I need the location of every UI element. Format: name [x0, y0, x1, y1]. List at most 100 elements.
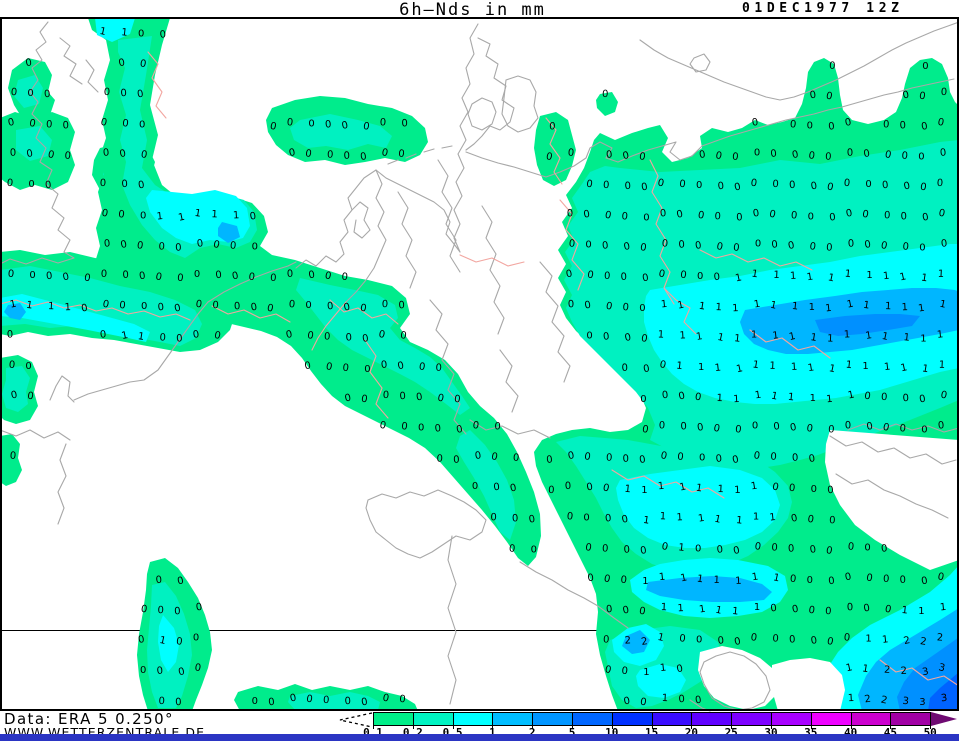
precipitation-value: 0	[697, 210, 705, 222]
precipitation-value: 1	[732, 303, 739, 314]
precipitation-value: 0	[140, 665, 146, 676]
precipitation-value: 1	[884, 361, 891, 373]
precipitation-value: 1	[698, 301, 706, 313]
precipitation-value: 0	[177, 666, 186, 678]
coastline	[0, 21, 99, 265]
precipitation-value: 1	[716, 332, 725, 344]
precipitation-value: 0	[715, 241, 724, 253]
precipitation-value: 0	[696, 422, 704, 434]
precipitation-value: 0	[713, 272, 720, 284]
precipitation-value: 0	[343, 151, 350, 162]
precipitation-value: 1	[772, 330, 779, 342]
precipitation-value: 0	[6, 178, 13, 190]
precipitation-value: 0	[566, 511, 573, 523]
precipitation-value: 0	[735, 424, 742, 436]
precipitation-value: 0	[676, 663, 685, 675]
precipitation-value: 0	[733, 242, 740, 254]
precipitation-value: 1	[846, 299, 855, 311]
precipitation-value: 0	[754, 148, 760, 159]
precipitation-value: 0	[324, 331, 331, 342]
precipitation-value: 0	[494, 421, 501, 432]
precipitation-value: 0	[864, 543, 870, 554]
precipitation-value: 0	[304, 148, 312, 160]
precipitation-value: 1	[658, 572, 665, 584]
precipitation-value: 0	[899, 423, 906, 435]
precipitation-value: 0	[44, 89, 51, 101]
precipitation-region	[456, 430, 516, 540]
precipitation-value: 0	[825, 606, 832, 617]
precipitation-value: 1	[918, 303, 926, 315]
precipitation-value: 0	[360, 151, 368, 163]
region-border	[329, 299, 399, 419]
precipitation-value: 0	[7, 269, 14, 281]
precipitation-value: 1	[806, 271, 814, 283]
precipitation-value: 1	[791, 362, 798, 373]
precipitation-value: 0	[567, 208, 574, 219]
precipitation-value: 0	[157, 605, 164, 616]
precipitation-value: 0	[472, 481, 478, 492]
precipitation-value: 0	[639, 454, 647, 466]
precipitation-value: 0	[327, 301, 334, 313]
precipitation-value: 0	[624, 332, 633, 344]
precipitation-value: 0	[474, 450, 482, 462]
precipitation-value: 0	[699, 453, 705, 464]
precipitation-value: 0	[9, 450, 16, 462]
precipitation-value: 0	[100, 117, 109, 129]
precipitation-value: 2	[900, 666, 907, 677]
precipitation-value: 1	[99, 26, 108, 38]
precipitation-value: 1	[773, 270, 780, 281]
precipitation-value: 0	[26, 391, 34, 403]
precipitation-value: 0	[138, 270, 146, 282]
precipitation-value: 0	[791, 604, 800, 616]
precipitation-value: 0	[639, 697, 647, 709]
precipitation-value: 1	[921, 363, 929, 375]
precipitation-value: 0	[325, 361, 334, 373]
precipitation-value: 0	[248, 271, 256, 283]
precipitation-value: 1	[713, 575, 720, 586]
precipitation-value: 0	[583, 512, 589, 523]
precipitation-value: 1	[715, 302, 722, 313]
precipitation-value: 0	[940, 238, 947, 250]
precipitation-value: 0	[861, 209, 869, 221]
precipitation-value: 0	[604, 664, 613, 676]
precipitation-value: 1	[676, 512, 683, 523]
precipitation-value: 0	[937, 420, 944, 432]
precipitation-value: 0	[809, 90, 817, 102]
precipitation-value: 0	[285, 329, 294, 341]
precipitation-value: 0	[899, 575, 906, 586]
precipitation-value: 1	[885, 301, 892, 312]
precipitation-value: 0	[809, 544, 817, 556]
precipitation-value: 0	[809, 241, 817, 253]
precipitation-value: 0	[847, 602, 854, 613]
precipitation-value: 0	[364, 364, 370, 375]
precipitation-value: 0	[434, 423, 441, 435]
precipitation-value: 0	[863, 603, 871, 615]
precipitation-value: 0	[435, 363, 442, 374]
precipitation-value: 0	[418, 422, 424, 433]
precipitation-value: 0	[140, 149, 148, 161]
precipitation-value: 0	[28, 118, 36, 130]
precipitation-value: 1	[194, 208, 202, 220]
precipitation-value: 0	[622, 150, 631, 162]
precipitation-value: 0	[698, 149, 706, 161]
precipitation-value: 0	[789, 634, 796, 645]
precipitation-value: 0	[808, 605, 816, 617]
precipitation-value: 0	[250, 302, 258, 314]
precipitation-value: 1	[677, 603, 684, 614]
precipitation-value: 0	[643, 363, 651, 375]
precipitation-value: 0	[826, 636, 835, 648]
page-title: 6h–Nds in mm	[399, 0, 546, 20]
precipitation-value: 1	[137, 331, 145, 343]
precipitation-value: 0	[586, 331, 592, 342]
precipitation-value: 3	[919, 697, 925, 708]
precipitation-value: 0	[567, 450, 576, 462]
precipitation-value: 0	[136, 89, 144, 101]
precipitation-value: 2	[903, 635, 912, 647]
precipitation-value: 1	[177, 212, 186, 224]
region-border	[0, 299, 191, 321]
precipitation-value: 0	[937, 571, 946, 583]
precipitation-region	[288, 692, 380, 710]
precipitation-value: 0	[583, 209, 591, 221]
coastline	[467, 75, 539, 133]
